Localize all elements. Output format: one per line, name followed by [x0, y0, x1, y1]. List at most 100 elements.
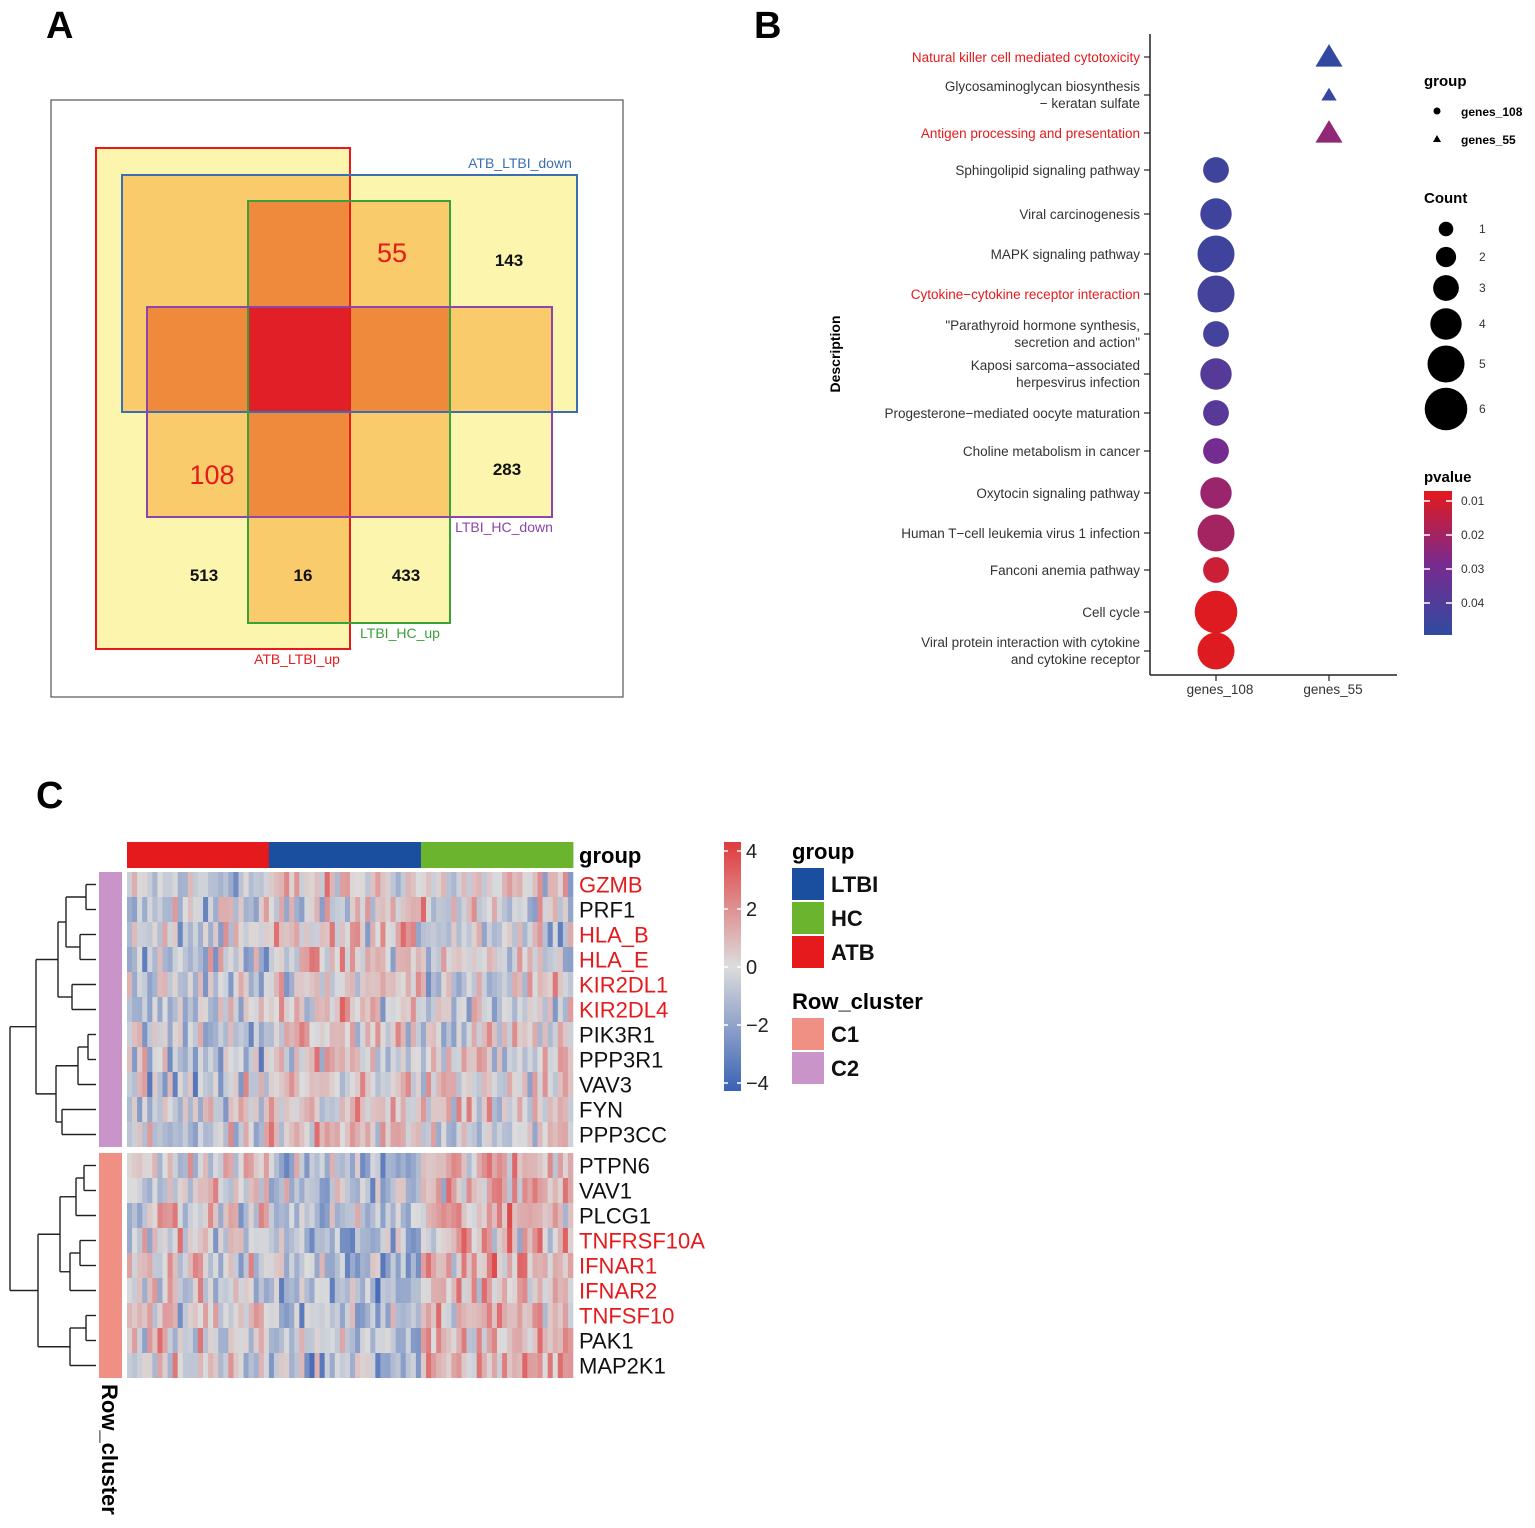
heatmap-cell	[208, 972, 214, 997]
heatmap-cell	[268, 1178, 275, 1203]
venn-diagram: ATB_LTBI_down LTBI_HC_down LTBI_HC_up AT…	[50, 99, 624, 698]
heatmap-cell	[147, 1072, 153, 1097]
heatmap-cell	[441, 1228, 447, 1253]
heatmap-cell	[137, 1178, 143, 1203]
venn-region-2-sets	[147, 201, 248, 307]
heatmap-cell	[380, 897, 386, 922]
heatmap-cell	[339, 1328, 346, 1353]
heatmap-cell	[395, 1153, 401, 1178]
heatmap-cell	[304, 1097, 310, 1122]
panel-a-label: A	[46, 5, 73, 47]
heatmap-cell	[355, 1178, 361, 1203]
heatmap-cell	[390, 1278, 396, 1303]
heatmap-cell	[567, 872, 574, 897]
heatmap-cell	[365, 1072, 371, 1097]
heatmap-cell	[537, 897, 543, 922]
heatmap-cell	[350, 1228, 356, 1253]
gene-label-tnfsf10: TNFSF10	[579, 1304, 674, 1329]
term-label: − keratan sulfate	[1040, 96, 1140, 111]
heatmap-cell	[532, 1153, 538, 1178]
heatmap-cell	[197, 1097, 204, 1122]
heatmap-cell	[187, 1253, 194, 1278]
heatmap-cell	[152, 1303, 158, 1328]
heatmap-cell	[289, 1203, 295, 1228]
heatmap-cell	[365, 897, 371, 922]
heatmap-cell	[476, 922, 483, 947]
heatmap-cell	[339, 1072, 346, 1097]
y-axis-title: Description	[827, 315, 843, 392]
heatmap-cell	[172, 922, 178, 947]
heatmap-cell	[238, 1328, 244, 1353]
heatmap-cell	[192, 1072, 199, 1097]
heatmap-cell	[223, 1047, 229, 1072]
heatmap-cell	[557, 972, 564, 997]
heatmap-cell	[233, 1303, 239, 1328]
heatmap-cell	[314, 1047, 320, 1072]
heatmap-cell	[522, 1022, 528, 1047]
heatmap-cell	[405, 1072, 412, 1097]
heatmap-cell	[400, 922, 407, 947]
legend-count-value: 3	[1479, 281, 1486, 295]
heatmap-cell	[223, 997, 229, 1022]
heatmap-cell	[137, 972, 143, 997]
heatmap-cell	[233, 897, 239, 922]
heatmap-cell	[502, 1253, 508, 1278]
heatmap-cell	[461, 1072, 467, 1097]
set-outline-atb-ltbi-up	[95, 147, 351, 650]
venn-region-3-sets	[248, 201, 350, 307]
heatmap-cell	[137, 1303, 143, 1328]
heatmap-cell	[324, 1047, 331, 1072]
heatmap-cell	[466, 1047, 472, 1072]
heatmap-cell	[512, 897, 518, 922]
heatmap-cell	[152, 1203, 158, 1228]
heatmap-cell	[491, 997, 498, 1022]
heatmap-cell	[334, 1047, 341, 1072]
heatmap-cell	[324, 897, 331, 922]
heatmap-cell	[395, 1253, 401, 1278]
gene-label-vav3: VAV3	[579, 1073, 632, 1098]
heatmap-cell	[476, 897, 483, 922]
heatmap-cell	[243, 1153, 249, 1178]
heatmap-cell	[147, 1047, 153, 1072]
heatmap-cell	[253, 1203, 260, 1228]
heatmap-cell	[355, 1253, 361, 1278]
heatmap-cell	[238, 1122, 244, 1147]
heatmap-cell	[279, 1203, 285, 1228]
heatmap-cell	[147, 1097, 153, 1122]
heatmap-cell	[461, 922, 467, 947]
heatmap-cell	[446, 897, 452, 922]
heatmap-cell	[557, 1253, 564, 1278]
heatmap-cell	[547, 1253, 554, 1278]
heatmap-cell	[507, 1122, 513, 1147]
heatmap-cell	[476, 947, 483, 972]
heatmap-cell	[400, 1328, 407, 1353]
heatmap-cell	[294, 1072, 300, 1097]
heatmap-cell	[471, 1047, 478, 1072]
heatmap-cell	[562, 1072, 569, 1097]
heatmap-cell	[350, 1303, 356, 1328]
heatmap-cell	[314, 1097, 320, 1122]
heatmap-cell	[192, 997, 199, 1022]
heatmap-cell	[142, 1097, 148, 1122]
heatmap-cell	[248, 947, 255, 972]
heatmap-cell	[279, 1022, 285, 1047]
heatmap-cell	[162, 922, 168, 947]
heatmap-cell	[436, 1178, 442, 1203]
heatmap-cell	[446, 1253, 452, 1278]
heatmap-cell	[162, 1228, 168, 1253]
heatmap-cell	[512, 1022, 518, 1047]
heatmap-cell	[192, 1278, 199, 1303]
heatmap-cell	[461, 1153, 467, 1178]
heatmap-cell	[268, 922, 275, 947]
heatmap-cell	[157, 1328, 163, 1353]
heatmap-cell	[344, 1072, 351, 1097]
heatmap-cell	[542, 972, 548, 997]
legend-swatch-atb	[792, 936, 824, 968]
heatmap-cell	[512, 1353, 518, 1378]
heatmap-cell	[233, 872, 239, 897]
heatmap-cell	[527, 1072, 533, 1097]
heatmap-cell	[446, 922, 452, 947]
heatmap-cell	[426, 1022, 432, 1047]
heatmap-cell	[197, 1072, 204, 1097]
heatmap-cell	[486, 1022, 493, 1047]
